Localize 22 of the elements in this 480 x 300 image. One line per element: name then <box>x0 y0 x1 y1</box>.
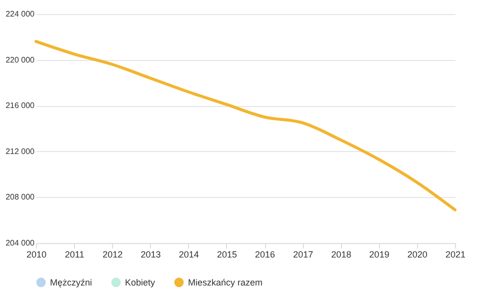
legend-label: Kobiety <box>125 277 156 288</box>
y-tick-label: 212 000 <box>6 146 36 156</box>
y-tick-label: 216 000 <box>6 101 36 110</box>
x-tick-label: 2020 <box>407 250 428 260</box>
line-series <box>34 40 456 212</box>
x-tick-label: 2014 <box>178 250 199 260</box>
x-tick-label: 2010 <box>26 250 47 260</box>
x-tick-label: 2015 <box>216 250 237 260</box>
y-tick-label: 204 000 <box>6 238 36 248</box>
y-tick-label: 224 000 <box>6 10 36 18</box>
y-tick-label: 220 000 <box>6 55 36 64</box>
x-tick-label: 2011 <box>64 250 84 260</box>
x-tick-label: 2021 <box>445 250 466 260</box>
x-tick-label: 2013 <box>140 250 161 260</box>
legend-label: Mężczyźni <box>50 277 92 288</box>
y-tick-label: 208 000 <box>6 192 36 202</box>
x-tick-label: 2016 <box>255 250 276 260</box>
x-tick-label: 2017 <box>293 250 314 260</box>
x-tick-label: 2012 <box>102 250 123 260</box>
x-tick-label: 2018 <box>331 250 352 260</box>
legend-label: Mieszkańcy razem <box>188 277 263 288</box>
x-tick-label: 2019 <box>369 250 390 260</box>
